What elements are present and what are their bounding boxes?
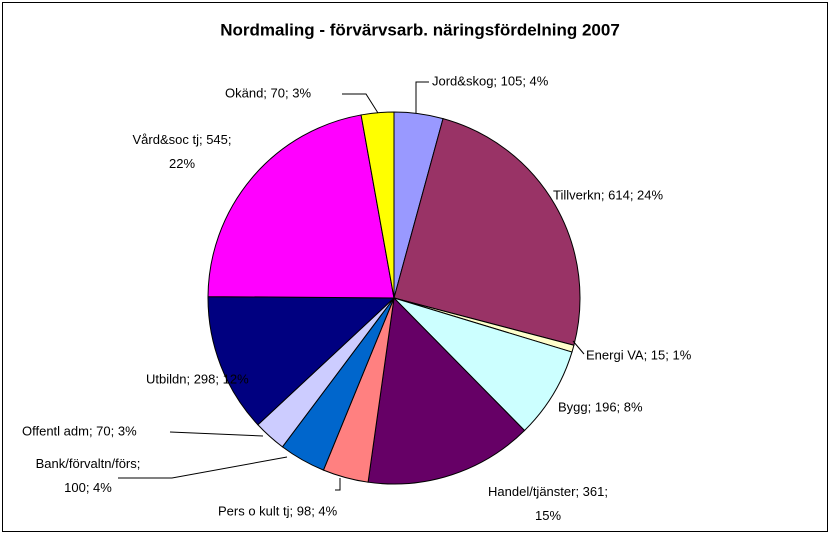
- pie-slice: [393, 117, 581, 346]
- data-label: Offentl adm; 70; 3%: [22, 423, 137, 438]
- leader-line: [415, 81, 429, 113]
- data-label: Handel/tjänster; 361; 15%: [488, 484, 608, 523]
- leader-line: [335, 478, 341, 491]
- data-label: Pers o kult tj; 98; 4%: [218, 503, 338, 518]
- chart-title: Nordmaling - förvärvsarb. näringsfördeln…: [220, 20, 620, 39]
- data-label: Bygg; 196; 8%: [558, 399, 643, 414]
- pie-slice: [367, 296, 526, 485]
- data-label: Utbildn; 298; 12%: [146, 371, 249, 386]
- data-label: Vård&soc tj; 545; 22%: [133, 132, 232, 171]
- leader-line: [118, 456, 288, 479]
- pie-slice: [207, 114, 395, 299]
- data-label: Bank/förvaltn/förs; 100; 4%: [36, 456, 141, 495]
- data-label: Jord&skog; 105; 4%: [432, 73, 549, 88]
- data-label: Energi VA; 15; 1%: [586, 347, 692, 362]
- data-label: Tillverkn; 614; 24%: [553, 187, 664, 202]
- pie-slice: [207, 296, 396, 426]
- data-label: Okänd; 70; 3%: [225, 85, 311, 100]
- leader-line: [342, 93, 379, 114]
- leader-line: [169, 431, 264, 437]
- pie-slice: [393, 297, 573, 432]
- leader-line: [572, 340, 585, 355]
